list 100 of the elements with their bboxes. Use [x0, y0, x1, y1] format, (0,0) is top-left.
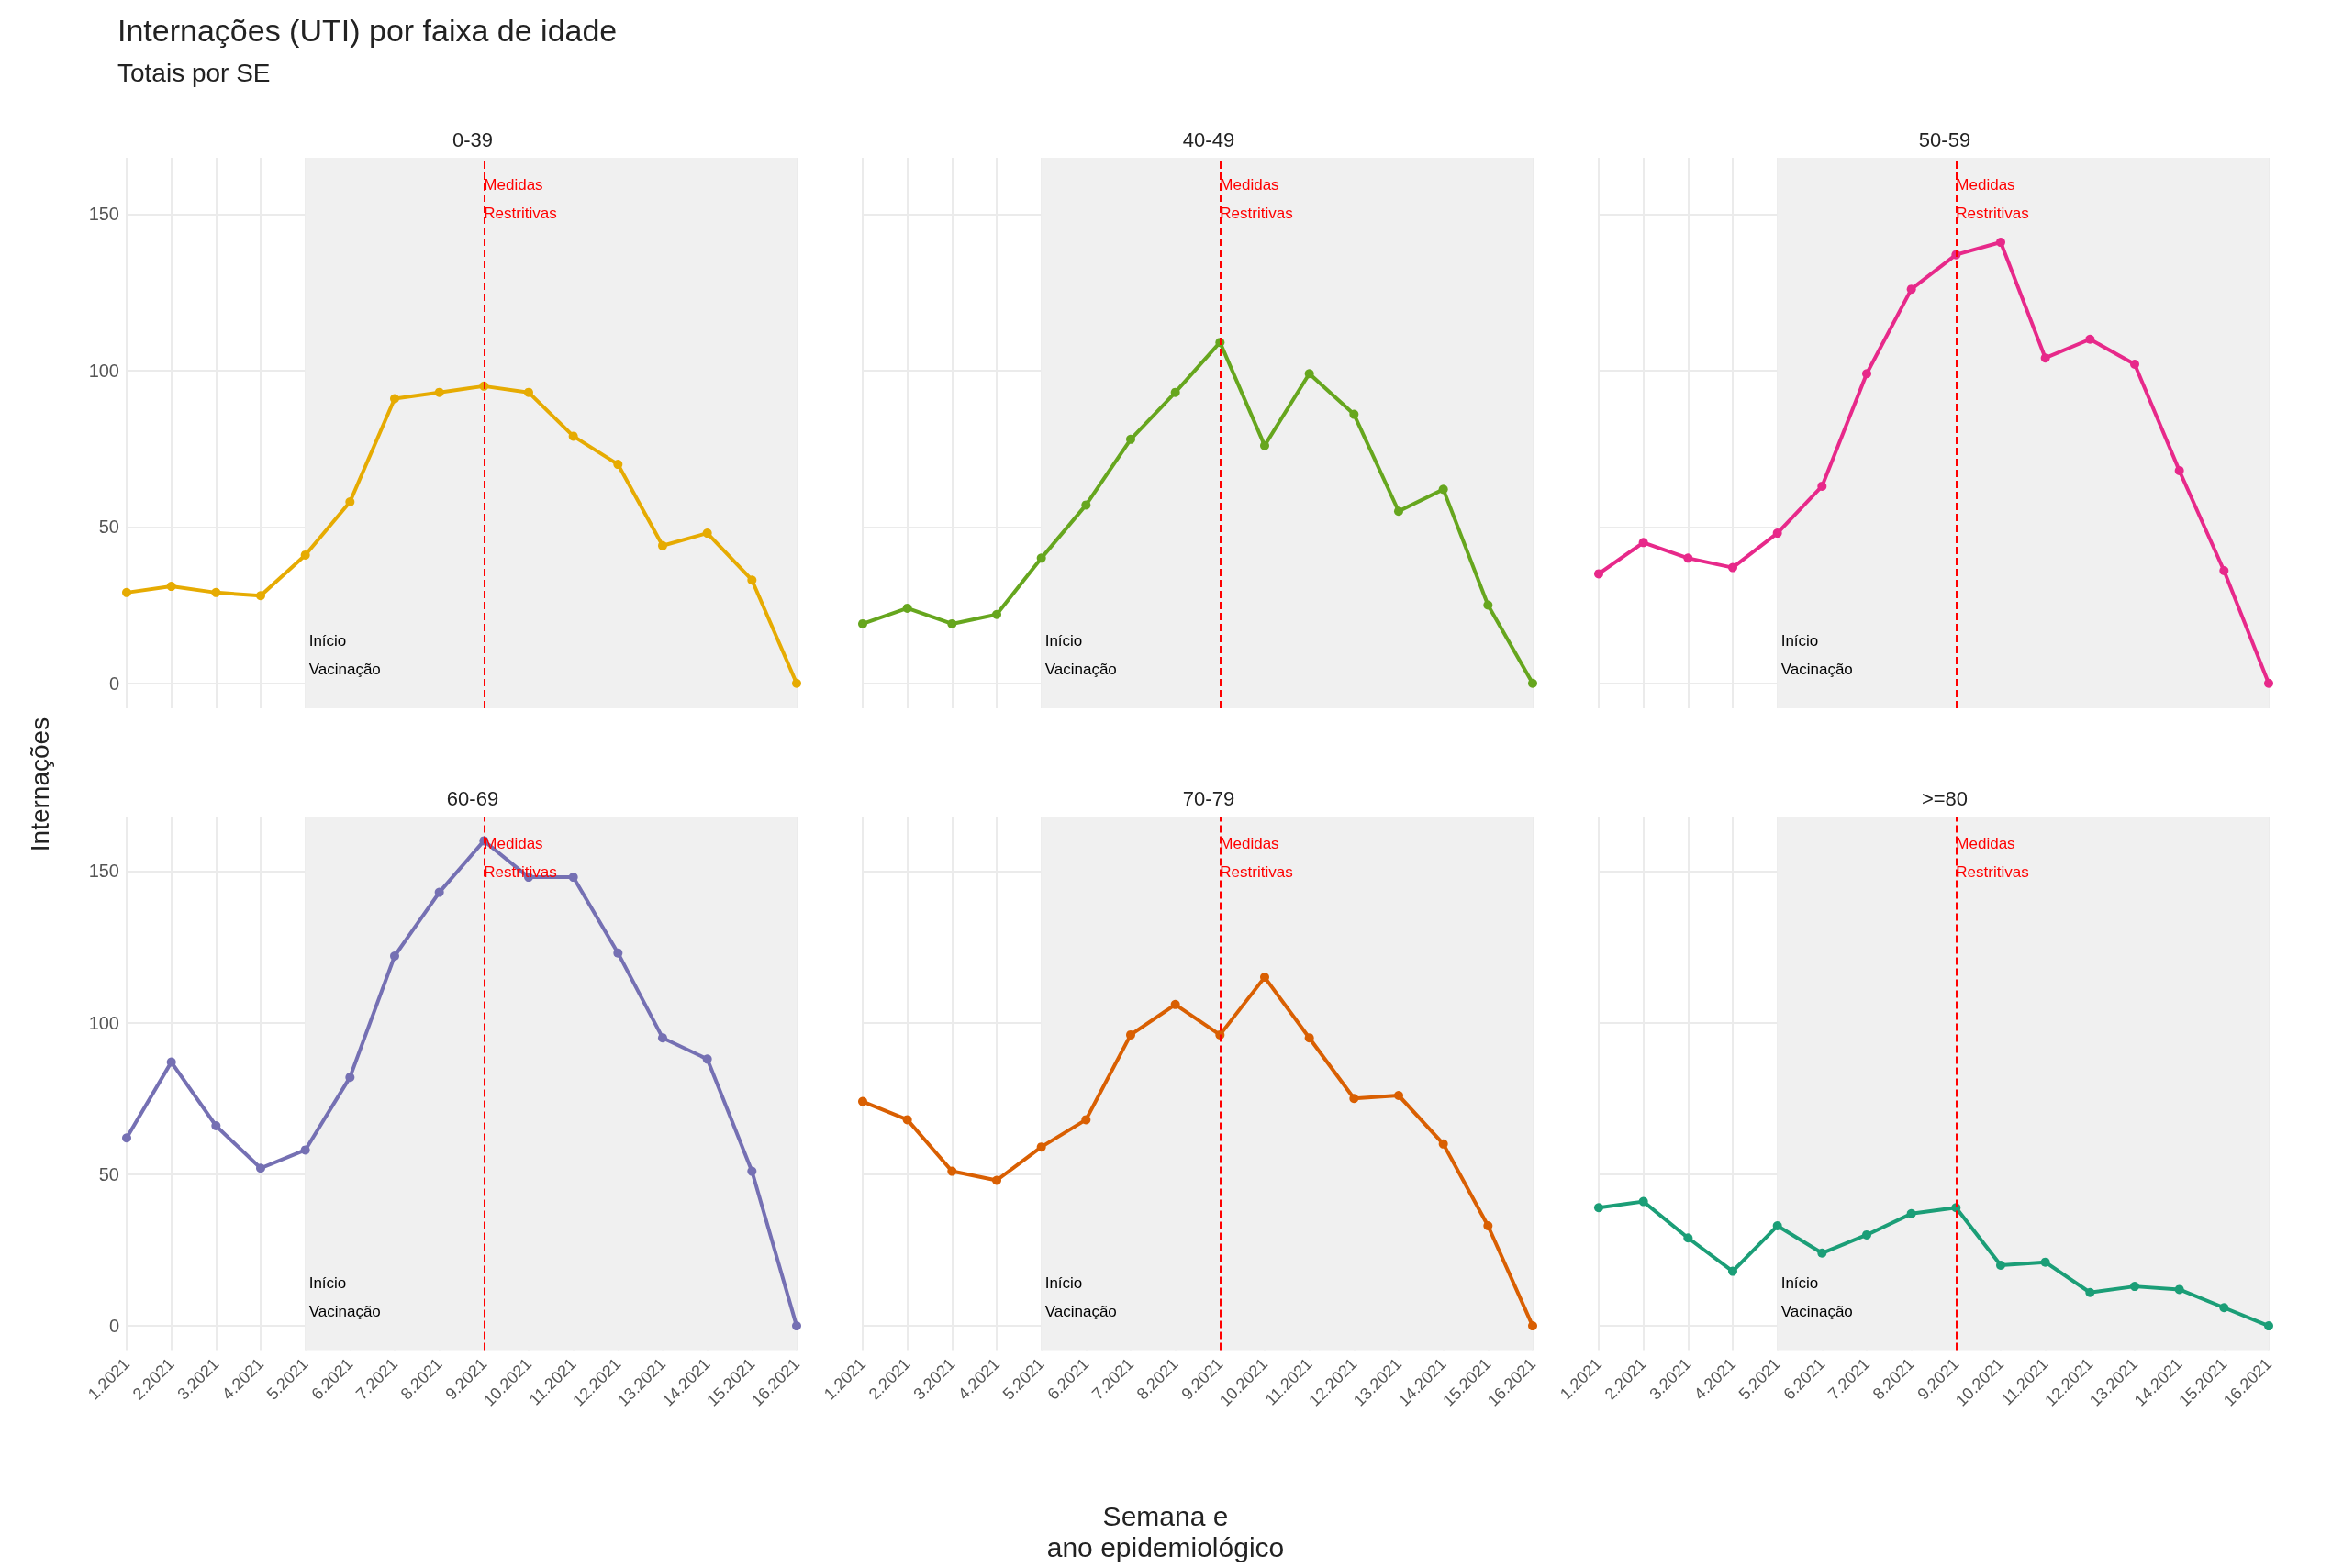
y-tick-label: 150 [88, 204, 119, 225]
y-tick-label: 100 [88, 1012, 119, 1033]
point [390, 394, 399, 404]
point [1638, 1196, 1648, 1207]
point [211, 587, 221, 597]
point [2264, 678, 2273, 688]
point [1081, 1115, 1091, 1125]
point [1483, 600, 1493, 610]
y-tick-label: 50 [98, 517, 119, 538]
point [345, 497, 355, 506]
point [2130, 1282, 2139, 1292]
y-tick-label: 100 [88, 360, 119, 381]
point [1772, 528, 1782, 539]
point [1036, 553, 1046, 563]
point [613, 460, 623, 470]
text: Internações (UTI) por faixa de idade [117, 13, 618, 49]
point [2174, 465, 2184, 475]
point [2085, 334, 2095, 344]
y-tick-label: 0 [108, 673, 119, 694]
point [1862, 369, 1871, 379]
point [1683, 553, 1693, 563]
point [256, 591, 265, 601]
text: Totais por SE [117, 59, 271, 88]
point [390, 951, 399, 961]
y-tick-label: 50 [98, 1163, 119, 1184]
point [1528, 678, 1537, 688]
point [1728, 1266, 1737, 1276]
point [747, 1166, 757, 1176]
point [256, 1163, 265, 1173]
point [524, 387, 533, 397]
point [1349, 409, 1359, 419]
ref-line-label: Medidas Restritivas [484, 176, 557, 222]
point [792, 1321, 801, 1331]
chart-title: 50-59 [1918, 128, 1971, 151]
point [1260, 440, 1269, 450]
point [613, 948, 623, 958]
point [1728, 562, 1737, 573]
point [1683, 1233, 1693, 1243]
x-axis-title: Semana e ano epidemiológico [1046, 1501, 1285, 1563]
point [1081, 500, 1091, 510]
point [568, 873, 578, 883]
point [1394, 506, 1403, 517]
point [1996, 238, 2005, 248]
point [2219, 566, 2229, 575]
point [792, 678, 801, 688]
chart-title: 60-69 [446, 786, 499, 810]
point [992, 609, 1001, 619]
point [747, 575, 757, 585]
annotation: Início Vacinação [1044, 631, 1117, 678]
annotation: Início Vacinação [308, 1274, 381, 1321]
point [858, 1096, 867, 1106]
point [1170, 387, 1180, 397]
point [1906, 1208, 1916, 1218]
point [1594, 1203, 1603, 1213]
chart-title: >=80 [1921, 786, 1969, 810]
chart-title: 0-39 [452, 128, 494, 151]
point [702, 528, 712, 539]
point [658, 540, 667, 550]
point [858, 618, 867, 628]
annotation: Início Vacinação [308, 631, 381, 678]
point [166, 1057, 176, 1067]
ref-line-label: Medidas Restritivas [1220, 176, 1293, 222]
point [211, 1121, 221, 1131]
point [1349, 1094, 1359, 1104]
point [992, 1175, 1001, 1185]
point [1438, 484, 1448, 495]
point [1996, 1261, 2005, 1270]
ref-line-label: Medidas Restritivas [1956, 176, 2029, 222]
annotation: Início Vacinação [1780, 1274, 1853, 1321]
point [1862, 1229, 1871, 1240]
point [2040, 353, 2050, 363]
y-axis-title: Internações [26, 717, 55, 852]
ref-line-label: Medidas Restritivas [1220, 835, 1293, 881]
point [1483, 1221, 1493, 1231]
point [1304, 369, 1314, 379]
annotation: Início Vacinação [1780, 631, 1853, 678]
point [2085, 1287, 2095, 1297]
point [702, 1054, 712, 1064]
point [1260, 973, 1269, 983]
point [1394, 1090, 1403, 1100]
point [1817, 1248, 1827, 1258]
point [1638, 538, 1648, 548]
point [1126, 434, 1135, 444]
point [345, 1073, 355, 1083]
annotation: Início Vacinação [1044, 1274, 1117, 1321]
point [947, 1166, 957, 1176]
point [2264, 1321, 2273, 1331]
point [902, 603, 912, 613]
ref-line-label: Medidas Restritivas [1956, 835, 2029, 881]
point [568, 431, 578, 441]
y-tick-label: 150 [88, 861, 119, 882]
point [947, 618, 957, 628]
point [166, 582, 176, 592]
chart-title: 70-79 [1182, 786, 1235, 810]
ref-line-label: Medidas Restritivas [484, 835, 557, 881]
point [2130, 360, 2139, 369]
point [902, 1115, 912, 1125]
point [2219, 1303, 2229, 1313]
y-tick-label: 0 [108, 1316, 119, 1337]
point [122, 587, 131, 597]
